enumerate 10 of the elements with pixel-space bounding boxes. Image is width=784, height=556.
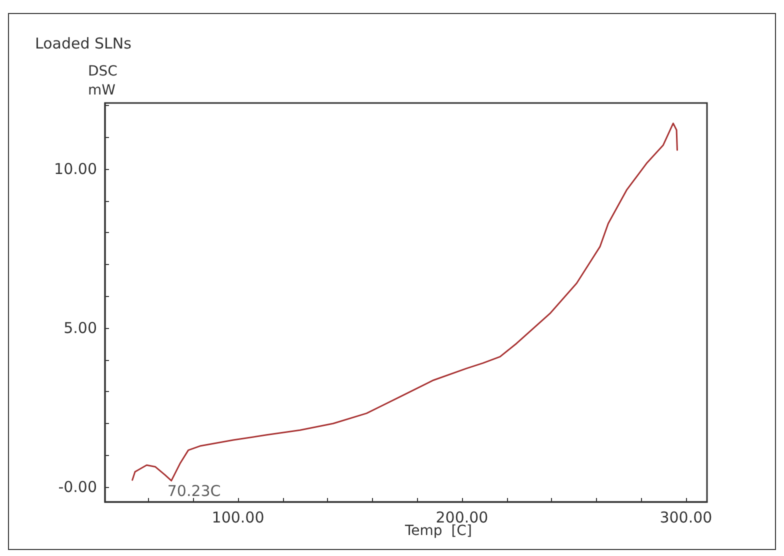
x-tick-label: 100.00	[212, 508, 264, 526]
annotation: 70.23C	[167, 482, 221, 500]
y-axis-title: DSC mW	[88, 64, 118, 98]
y-tick-label: -0.00	[58, 478, 97, 496]
y-tick-label: 10.00	[54, 160, 97, 178]
chart-title: Loaded SLNs	[35, 34, 132, 52]
y-tick-label: 5.00	[64, 319, 97, 338]
line-series	[132, 122, 678, 482]
x-tick-label: 300.00	[660, 508, 712, 526]
x-axis-title: Temp [C]	[404, 523, 472, 539]
